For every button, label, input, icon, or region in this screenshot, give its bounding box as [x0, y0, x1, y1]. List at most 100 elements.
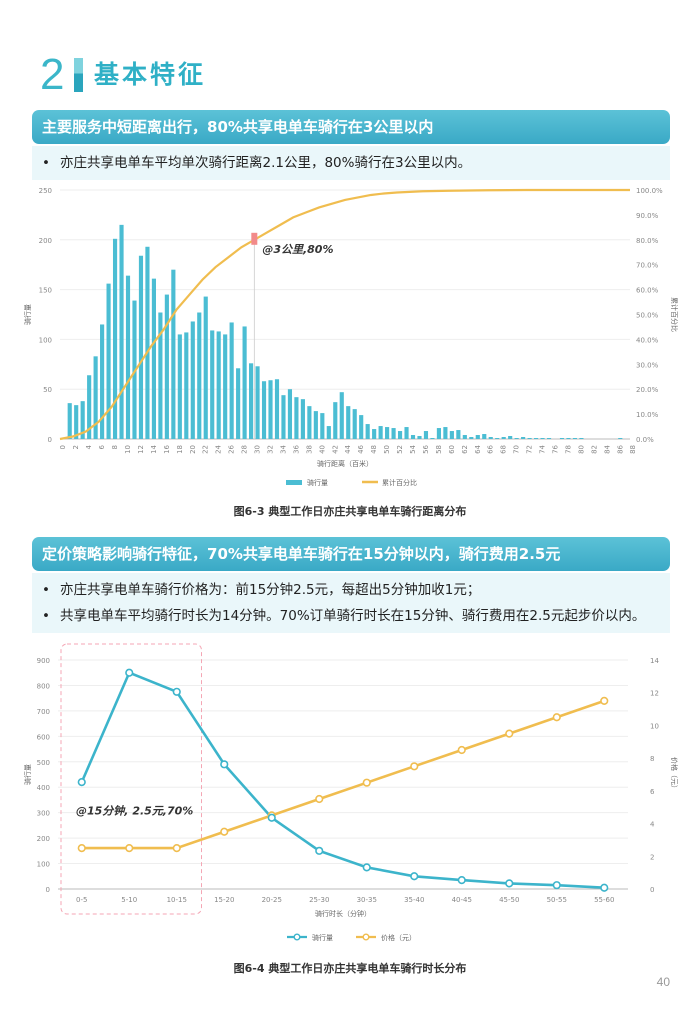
- x-tick-label: 22: [202, 445, 210, 454]
- bar: [333, 402, 338, 439]
- y-right-tick-label: 8: [650, 755, 654, 763]
- x-tick-label: 50-55: [547, 896, 567, 904]
- y-right-tick-label: 0.0%: [636, 436, 654, 444]
- legend-label: 骑行量: [307, 478, 328, 487]
- y-tick-label: 0: [48, 436, 52, 444]
- bar: [300, 399, 305, 439]
- bar: [397, 431, 403, 439]
- x-tick-label: 55-60: [594, 896, 614, 904]
- x-tick-label: 30: [254, 445, 262, 454]
- bar: [281, 395, 286, 439]
- x-tick-label: 46: [357, 444, 365, 453]
- x-tick-label: 14: [150, 444, 158, 453]
- x-tick-label: 30-35: [357, 896, 377, 904]
- x-tick-label: 88: [629, 445, 637, 454]
- bar: [326, 426, 331, 439]
- volume-line: [80, 671, 605, 890]
- x-tick-label: 26: [228, 444, 236, 453]
- caption-2: 图6-4 典型工作日亦庄共享电单车骑行时长分布: [233, 962, 467, 975]
- bar: [521, 437, 526, 439]
- bar: [119, 224, 124, 439]
- x-tick-label: 38: [305, 445, 313, 454]
- bar: [320, 413, 325, 439]
- x-tick-label: 58: [435, 445, 443, 454]
- price-point: [125, 844, 134, 853]
- y-right-axis-label: 累计百分比: [670, 297, 679, 332]
- x-tick-label: 82: [590, 445, 598, 454]
- x-tick-label: 54: [409, 444, 417, 453]
- bar: [430, 438, 435, 439]
- x-tick-label: 20: [189, 445, 197, 454]
- bullet-item: • 共享电单车平均骑行时长为14分钟。70%订单骑行时长在15分钟、骑行费用在2.…: [42, 608, 646, 624]
- price-point: [600, 696, 609, 705]
- bar: [469, 437, 474, 439]
- bar: [359, 415, 364, 439]
- bar: [488, 437, 493, 439]
- x-tick-label: 5-10: [121, 896, 137, 904]
- bar: [203, 296, 208, 439]
- y-tick-label: 100: [39, 336, 52, 344]
- x-tick-label: 15-20: [214, 896, 234, 904]
- legend-swatch-point: [362, 933, 370, 941]
- price-point: [315, 794, 324, 804]
- x-tick-label: 24: [215, 444, 223, 453]
- bar: [385, 427, 390, 439]
- bar: [216, 331, 221, 439]
- bar: [274, 379, 280, 439]
- bar: [372, 429, 377, 439]
- bar: [495, 438, 500, 439]
- y-right-tick-label: 10.0%: [636, 411, 659, 419]
- price-point: [172, 844, 181, 853]
- x-tick-label: 40: [318, 445, 326, 454]
- bar: [410, 435, 416, 439]
- bullet-item: • 亦庄共享电单车骑行价格为：前15分钟2.5元，每超出5分钟加收1元；: [42, 582, 481, 598]
- legend-label: 价格（元）: [381, 933, 416, 942]
- volume-point: [410, 872, 419, 881]
- bar: [436, 428, 441, 439]
- y-tick-label: 500: [37, 759, 50, 767]
- x-tick-label: 64: [474, 444, 482, 453]
- bar: [378, 426, 383, 439]
- bar: [138, 255, 144, 439]
- x-tick-label: 40-45: [452, 896, 472, 904]
- bar: [501, 437, 506, 439]
- price-point: [220, 827, 229, 836]
- x-tick-label: 44: [344, 444, 352, 453]
- bar: [566, 438, 571, 439]
- y-tick-label: 900: [37, 657, 50, 665]
- bar: [255, 366, 260, 439]
- bar: [177, 334, 182, 439]
- bar: [423, 431, 429, 439]
- cumulative-line: [59, 188, 630, 441]
- y-tick-label: 250: [39, 187, 52, 195]
- highlight-box: [60, 643, 202, 915]
- y-right-tick-label: 12: [650, 690, 659, 698]
- y-right-tick-label: 10: [650, 722, 659, 730]
- y-tick-label: 400: [37, 784, 50, 792]
- volume-point: [172, 687, 181, 696]
- x-tick-label: 6: [98, 444, 106, 449]
- caption-1: 图6-3 典型工作日亦庄共享电单车骑行距离分布: [233, 505, 467, 518]
- bar: [151, 278, 156, 439]
- bar: [249, 363, 254, 439]
- y-tick-label: 600: [37, 733, 50, 741]
- duration-chart: 0 100 200 300 400 500 600 700 800 900 0 2 4 6 8 10 12 14 0…: [23, 643, 679, 942]
- bar: [462, 435, 467, 439]
- y-tick-label: 200: [37, 835, 50, 843]
- bar: [559, 438, 565, 439]
- bullet-item: • 亦庄共享电单车平均单次骑行距离2.1公里，80%骑行在3公里以内。: [42, 155, 472, 171]
- volume-point: [505, 879, 514, 888]
- distance-chart: 0501001502002500.0%10.0%20.0%30.0%40.0%5…: [23, 187, 679, 487]
- x-tick-label: 42: [331, 445, 339, 454]
- y-right-tick-label: 50.0%: [636, 312, 659, 320]
- y-right-tick-label: 100.0%: [636, 187, 663, 195]
- price-point: [505, 729, 514, 738]
- x-tick-label: 2: [72, 445, 80, 449]
- bar: [197, 312, 202, 439]
- bar: [618, 438, 623, 439]
- y-right-tick-label: 0: [650, 886, 654, 894]
- x-tick-label: 36: [292, 444, 300, 453]
- y-right-axis-label: 价格（元）: [670, 757, 679, 792]
- bar: [171, 269, 176, 439]
- y-tick-label: 200: [39, 237, 52, 245]
